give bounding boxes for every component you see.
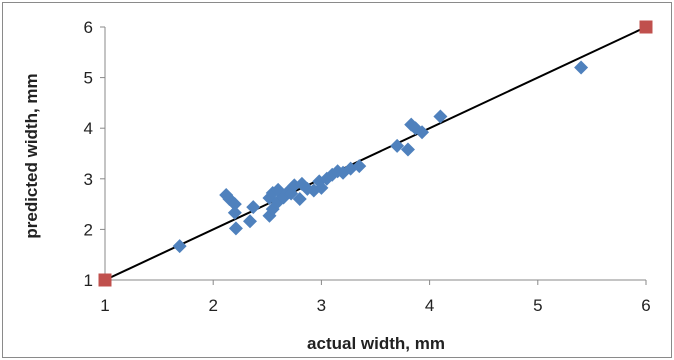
x-axis-title: actual width, mm xyxy=(307,334,445,353)
y-tick-label: 6 xyxy=(84,18,93,37)
reference-point xyxy=(639,20,653,34)
x-tick-label: 5 xyxy=(533,296,542,315)
axes xyxy=(100,26,647,285)
data-point xyxy=(242,214,257,229)
data-point xyxy=(390,138,405,153)
reference-point xyxy=(98,273,112,287)
y-axis-title: predicted width, mm xyxy=(22,73,41,238)
x-tick-label: 2 xyxy=(208,296,217,315)
x-tick-label: 6 xyxy=(641,296,650,315)
data-point xyxy=(172,239,187,254)
y-tick-label: 1 xyxy=(84,271,93,290)
tick-labels: 1 2 3 4 5 6 1 2 3 4 5 6 xyxy=(84,18,651,315)
data-point xyxy=(433,109,448,124)
data-point xyxy=(404,117,419,132)
data-point xyxy=(227,205,242,220)
data-point xyxy=(314,180,329,195)
reference-line xyxy=(104,26,647,281)
data-point xyxy=(227,197,242,212)
x-tick-label: 3 xyxy=(317,296,326,315)
data-point xyxy=(228,221,243,236)
y-tick-label: 4 xyxy=(84,119,93,138)
y-tick-label: 3 xyxy=(84,170,93,189)
data-point xyxy=(400,142,415,157)
y-tick-label: 5 xyxy=(84,69,93,88)
x-tick-label: 1 xyxy=(100,296,109,315)
data-point xyxy=(292,192,307,207)
y-tick-label: 2 xyxy=(84,220,93,239)
reference-line-layer xyxy=(104,26,647,281)
data-point xyxy=(352,159,367,174)
x-tick-label: 4 xyxy=(425,296,434,315)
data-point xyxy=(246,200,261,215)
data-point xyxy=(574,60,589,75)
data-point xyxy=(415,125,430,140)
scatter-chart: 1 2 3 4 5 6 1 2 3 4 5 6 actual width, mm predicted … xyxy=(22,18,653,353)
data-points xyxy=(98,20,653,287)
